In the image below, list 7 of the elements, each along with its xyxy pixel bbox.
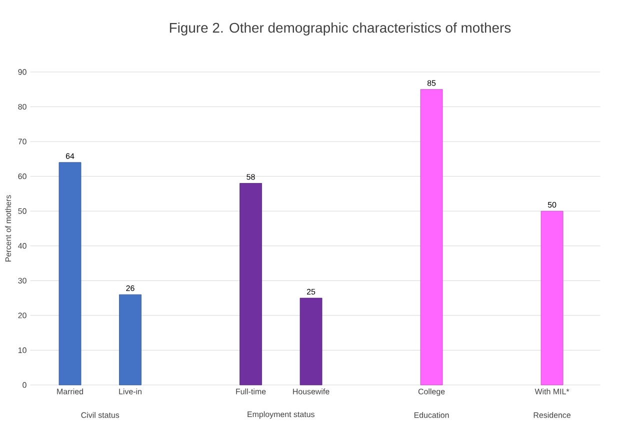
bar — [119, 294, 142, 386]
chart-title: Figure 2. Other demographic characteristics of mothers — [170, 22, 511, 36]
bar — [420, 89, 443, 386]
bar — [540, 210, 564, 386]
bar — [240, 183, 262, 386]
bar — [58, 162, 82, 386]
bar — [300, 298, 322, 386]
